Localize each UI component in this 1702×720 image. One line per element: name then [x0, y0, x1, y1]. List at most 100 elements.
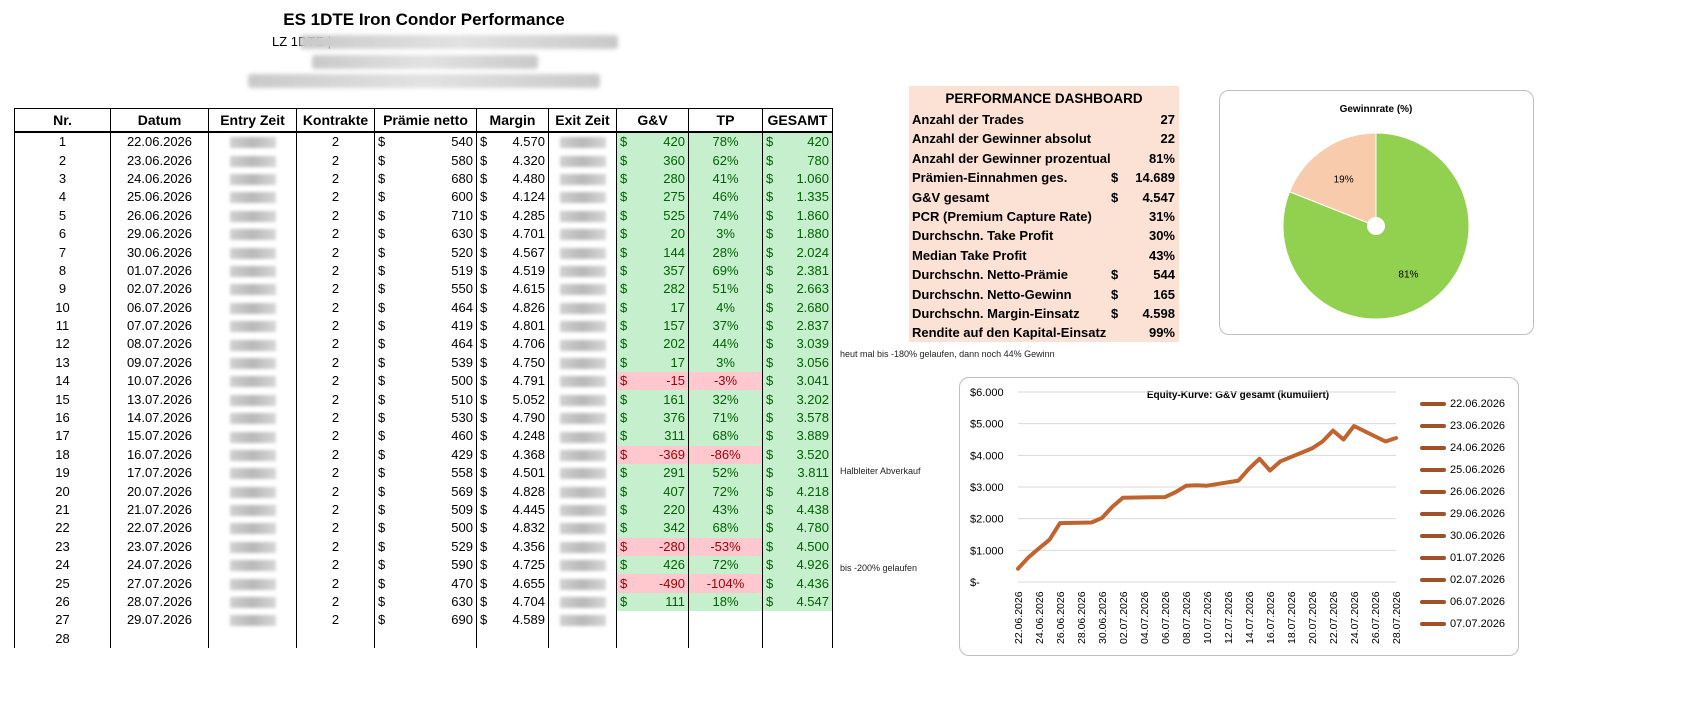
- cell-praemie-value: 539: [451, 354, 473, 370]
- cell-gv: $342: [616, 519, 689, 538]
- currency-symbol: $: [620, 244, 628, 260]
- cell-gesamt: [762, 611, 833, 630]
- table-row: 21 21.07.2026 2 $509 $4.445 $220 43% $4.438: [14, 500, 833, 520]
- row-note: heut mal bis -180% gelaufen, dann noch 4…: [840, 349, 1055, 360]
- currency-symbol: $: [766, 244, 774, 260]
- cell-gv: $220: [616, 500, 689, 520]
- cell-margin-value: 4.589: [512, 612, 545, 628]
- legend-item: 07.07.2026: [1420, 618, 1505, 630]
- cell-nr: 5: [14, 206, 111, 225]
- currency-symbol: $: [378, 281, 386, 297]
- currency-symbol: $: [620, 391, 628, 407]
- dashboard-currency: $: [1111, 170, 1119, 186]
- cell-gesamt-value: 3.578: [796, 410, 829, 426]
- currency-symbol: $: [620, 575, 628, 591]
- table-row: 16 14.07.2026 2 $530 $4.790 $376 71% $3.578: [14, 408, 833, 428]
- dashboard-rows: Anzahl der Trades 27 Anzahl der Gewinner a…: [909, 110, 1179, 343]
- table-header-row: Nr. Datum Entry Zeit Kontrakte Prämie ne…: [14, 108, 833, 133]
- cell-praemie: $690: [374, 611, 477, 630]
- cell-praemie: $569: [374, 482, 477, 501]
- cell-nr: 3: [14, 169, 111, 189]
- cell-gv: $357: [616, 261, 689, 281]
- cell-margin-value: 4.750: [512, 354, 545, 370]
- cell-praemie-value: 569: [451, 483, 473, 499]
- cell-kontrakte: 2: [296, 519, 375, 538]
- cell-praemie-value: 529: [451, 538, 473, 554]
- legend-swatch: [1420, 446, 1446, 451]
- currency-symbol: $: [620, 410, 628, 426]
- cell-nr: 25: [14, 574, 111, 593]
- currency-symbol: $: [620, 299, 628, 315]
- dashboard-value: 22: [1160, 131, 1175, 147]
- currency-symbol: $: [480, 152, 488, 168]
- cell-exit-zeit: [548, 537, 617, 556]
- dashboard-row: G&V gesamt $4.547: [909, 188, 1179, 207]
- cell-entry-zeit: [208, 427, 297, 446]
- cell-gv-value: 17: [670, 299, 685, 315]
- cell-entry-zeit: [208, 151, 297, 170]
- cell-entry-zeit: [208, 629, 297, 648]
- cell-entry-zeit: [208, 500, 297, 520]
- cell-margin-value: 4.701: [512, 226, 545, 242]
- legend-swatch: [1420, 490, 1446, 495]
- table-row: 28: [14, 629, 833, 648]
- col-margin: Margin: [476, 108, 549, 133]
- legend-label: 26.06.2026: [1450, 486, 1506, 498]
- x-tick-label: 14.07.2026: [1244, 591, 1256, 644]
- cell-entry-zeit: [208, 408, 297, 428]
- cell-datum: 16.07.2026: [110, 445, 209, 465]
- cell-exit-zeit: [548, 408, 617, 428]
- cell-praemie-value: 600: [451, 189, 473, 205]
- cell-kontrakte: 2: [296, 243, 375, 262]
- cell-margin: $4.567: [476, 243, 549, 262]
- cell-nr: 21: [14, 500, 111, 520]
- y-tick-label: $3.000: [970, 482, 1004, 494]
- cell-gesamt: $3.039: [762, 335, 833, 354]
- cell-gesamt: $1.335: [762, 188, 833, 207]
- currency-symbol: $: [378, 446, 386, 462]
- redacted-time: [229, 321, 276, 333]
- cell-exit-zeit: [548, 445, 617, 465]
- cell-datum: [110, 629, 209, 648]
- report-title: ES 1DTE Iron Condor Performance: [283, 10, 565, 29]
- cell-praemie: $710: [374, 206, 477, 225]
- dashboard-row: Durchschn. Netto-Prämie $544: [909, 265, 1179, 284]
- cell-gesamt-value: 3.520: [796, 446, 829, 462]
- currency-symbol: $: [620, 428, 628, 444]
- cell-datum: 02.07.2026: [110, 280, 209, 299]
- cell-gesamt-value: 3.202: [796, 391, 829, 407]
- cell-margin-value: 4.570: [512, 134, 545, 150]
- currency-symbol: $: [620, 207, 628, 223]
- cell-nr: 4: [14, 188, 111, 207]
- currency-symbol: $: [620, 281, 628, 297]
- legend-item: 26.06.2026: [1420, 486, 1505, 498]
- legend-label: 24.06.2026: [1450, 442, 1506, 454]
- cell-kontrakte: 2: [296, 151, 375, 170]
- dashboard-label: G&V gesamt: [912, 189, 990, 205]
- dashboard-label: Durchschn. Take Profit: [912, 228, 1054, 244]
- cell-margin: $4.801: [476, 316, 549, 336]
- cell-praemie: $539: [374, 353, 477, 373]
- currency-symbol: $: [378, 244, 386, 260]
- currency-symbol: $: [378, 134, 386, 150]
- cell-tp: 4%: [688, 298, 763, 317]
- cell-kontrakte: 2: [296, 445, 375, 465]
- cell-datum: 01.07.2026: [110, 261, 209, 281]
- currency-symbol: $: [480, 207, 488, 223]
- cell-gv-value: -490: [658, 575, 685, 591]
- cell-praemie-value: 540: [451, 134, 473, 150]
- cell-margin: $4.655: [476, 574, 549, 593]
- table-row: 15 13.07.2026 2 $510 $5.052 $161 32% $3.202: [14, 390, 833, 409]
- redacted-time: [559, 615, 606, 627]
- cell-tp: 43%: [688, 500, 763, 520]
- y-tick-label: $-: [970, 577, 980, 589]
- cell-exit-zeit: [548, 482, 617, 501]
- dashboard-row: PCR (Premium Capture Rate) 31%: [909, 207, 1179, 226]
- currency-symbol: $: [378, 299, 386, 315]
- cell-gv-value: 376: [663, 410, 685, 426]
- currency-symbol: $: [766, 318, 774, 334]
- cell-nr: 23: [14, 537, 111, 556]
- cell-margin: $4.285: [476, 206, 549, 225]
- table-row: 27 29.07.2026 2 $690 $4.589: [14, 611, 833, 630]
- currency-symbol: $: [766, 134, 774, 150]
